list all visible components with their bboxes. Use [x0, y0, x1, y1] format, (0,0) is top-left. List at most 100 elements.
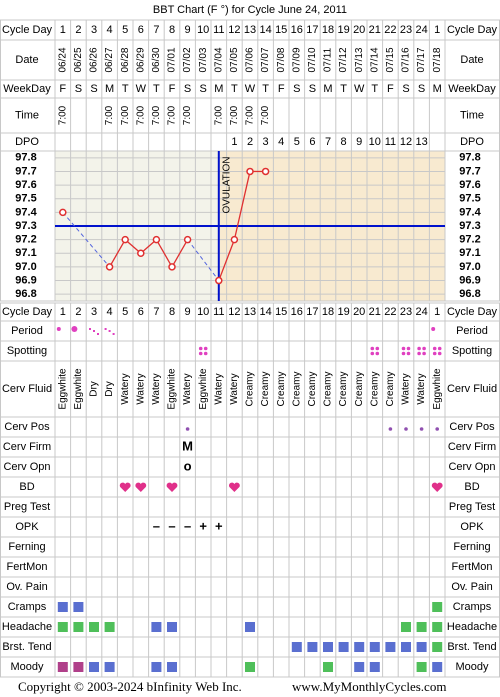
cycle-day: 21: [369, 306, 381, 318]
dot: [437, 346, 442, 351]
weekday: F: [169, 83, 176, 95]
date: 06/27: [104, 47, 115, 72]
cell-text: Dry: [104, 381, 115, 397]
dpo: 5: [294, 136, 300, 148]
symptom-square: [73, 602, 84, 612]
weekday: T: [371, 83, 378, 95]
row-label: OPK: [460, 521, 484, 533]
weekday: M: [214, 83, 223, 95]
symptom-square: [151, 622, 162, 632]
symptom-square: [245, 662, 255, 672]
symptom-square: [104, 622, 115, 632]
time: 7:00: [120, 105, 131, 125]
cycle-day: 7: [153, 306, 159, 318]
dpo: 2: [247, 136, 253, 148]
y-tick-label: 96.9: [15, 274, 36, 286]
symptom-square: [57, 662, 68, 672]
temp-point: [59, 208, 67, 217]
row-label: Brst. Tend: [447, 641, 496, 653]
date: 07/08: [276, 47, 287, 72]
cell-text: Watery: [151, 373, 162, 404]
dpo: 10: [369, 136, 381, 148]
cycle-day: 8: [169, 306, 175, 318]
row-label: WeekDay: [448, 83, 496, 95]
row-label: Cerv Pos: [4, 421, 50, 433]
period-dot: [431, 327, 436, 331]
row-label: FertMon: [452, 561, 493, 573]
time: 7:00: [260, 105, 271, 125]
bd-heart: [119, 482, 131, 492]
weekday: F: [278, 83, 285, 95]
symptom-square: [354, 642, 365, 652]
symptom-square: [57, 602, 68, 612]
row-label: Ov. Pain: [451, 581, 492, 593]
dpo: 4: [278, 136, 284, 148]
symptom-square: [89, 622, 99, 632]
weekday: W: [245, 83, 256, 95]
cycle-day: 1: [434, 306, 440, 318]
dot: [375, 346, 380, 351]
row-label: OPK: [15, 521, 39, 533]
y-tick-label: 97.4: [15, 206, 37, 218]
y-tick-label: 97.7: [15, 165, 36, 177]
cell-text: Watery: [401, 373, 412, 404]
dot: [203, 351, 208, 356]
temp-line: [233, 171, 251, 240]
cycle-day: 12: [228, 306, 240, 318]
row-label: Date: [460, 54, 483, 66]
date: 07/03: [198, 47, 209, 72]
dot: [198, 346, 203, 351]
time: 7:00: [57, 105, 68, 125]
cell-text: Dry: [89, 381, 100, 397]
cell-text: Creamy: [354, 371, 365, 406]
date: 07/12: [338, 47, 349, 72]
cell-text: M: [182, 438, 193, 453]
symptom-square: [369, 642, 380, 652]
weekday: S: [309, 83, 316, 95]
symptom-square: [432, 662, 443, 672]
cycle-day: 24: [415, 306, 427, 318]
symptom-square: [416, 622, 427, 632]
symptom-square: [323, 642, 333, 652]
weekday: F: [387, 83, 394, 95]
cell-text: Eggwhite: [198, 368, 209, 410]
cycle-day: 5: [122, 306, 128, 318]
y-tick-label: 96.9: [459, 274, 480, 286]
cycle-day: 10: [197, 24, 209, 36]
cycle-day: 1: [60, 306, 66, 318]
dot: [401, 346, 406, 351]
row-label: Spotting: [7, 345, 47, 357]
row-label: BD: [19, 481, 34, 493]
row-label: Period: [456, 325, 488, 337]
date: 06/24: [57, 47, 68, 72]
temp-point: [168, 263, 176, 271]
weekday: S: [200, 83, 207, 95]
dot: [370, 351, 375, 356]
cell-text: Watery: [182, 373, 193, 404]
y-tick-label: 97.7: [459, 165, 480, 177]
dpo: 6: [309, 136, 315, 148]
spotting-dots: [198, 346, 208, 356]
date: 07/11: [323, 47, 334, 72]
cycle-day: 5: [122, 24, 128, 36]
copyright: Copyright © 2003-2024 bInfinity Web Inc.: [18, 679, 242, 694]
y-tick-label: 96.8: [459, 288, 480, 300]
date: 07/18: [432, 47, 443, 72]
row-label: Preg Test: [449, 501, 495, 513]
gap-line: [62, 212, 110, 268]
cell-text: –: [184, 518, 191, 533]
row-label: Period: [11, 325, 43, 337]
time: 7:00: [104, 105, 115, 125]
cell-text: Creamy: [338, 371, 349, 406]
temp-point: [261, 167, 270, 176]
y-tick-label: 97.4: [459, 206, 481, 218]
dot: [203, 346, 208, 351]
cervix-position: [388, 427, 393, 431]
y-tick-label: 97.6: [15, 179, 36, 191]
dpo: 1: [231, 136, 237, 148]
cell-text: Creamy: [276, 371, 287, 406]
date: 07/17: [416, 47, 427, 72]
row-label: Cerv Firm: [3, 441, 51, 453]
y-tick-label: 97.3: [459, 220, 480, 232]
cell-text: Creamy: [245, 371, 256, 406]
